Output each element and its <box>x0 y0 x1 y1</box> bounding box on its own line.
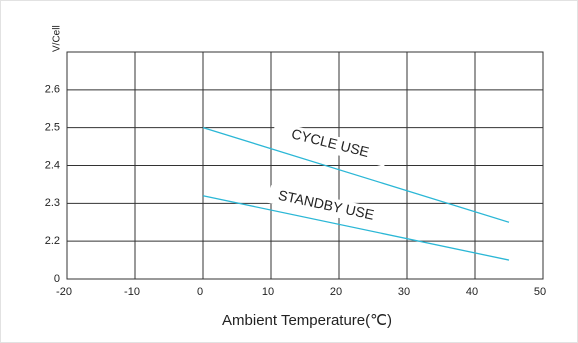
label-gap <box>267 185 385 227</box>
y-axis-label: V/Cell <box>52 25 63 52</box>
plot-frame <box>66 51 544 280</box>
series-line <box>202 127 510 223</box>
y-tick-label: 2.3 <box>45 197 60 209</box>
y-tick-label: 2.6 <box>45 84 60 96</box>
x-tick-label: 10 <box>262 286 274 298</box>
x-tick-label: -20 <box>56 286 72 298</box>
x-tick-label: 20 <box>330 286 342 298</box>
x-axis-label: Ambient Temperature(℃) <box>222 312 392 329</box>
x-tick-label: 0 <box>197 286 203 298</box>
y-tick-label: 0 <box>54 273 60 285</box>
x-tick-label: -10 <box>124 286 140 298</box>
y-tick-label: 2.2 <box>45 235 60 247</box>
label-gap <box>271 121 389 167</box>
x-tick-label: 50 <box>534 286 546 298</box>
x-tick-label: 40 <box>466 286 478 298</box>
series-line <box>202 195 510 261</box>
y-tick-label: 2.5 <box>45 122 60 134</box>
y-tick-label: 2.4 <box>45 159 60 171</box>
x-tick-label: 30 <box>398 286 410 298</box>
